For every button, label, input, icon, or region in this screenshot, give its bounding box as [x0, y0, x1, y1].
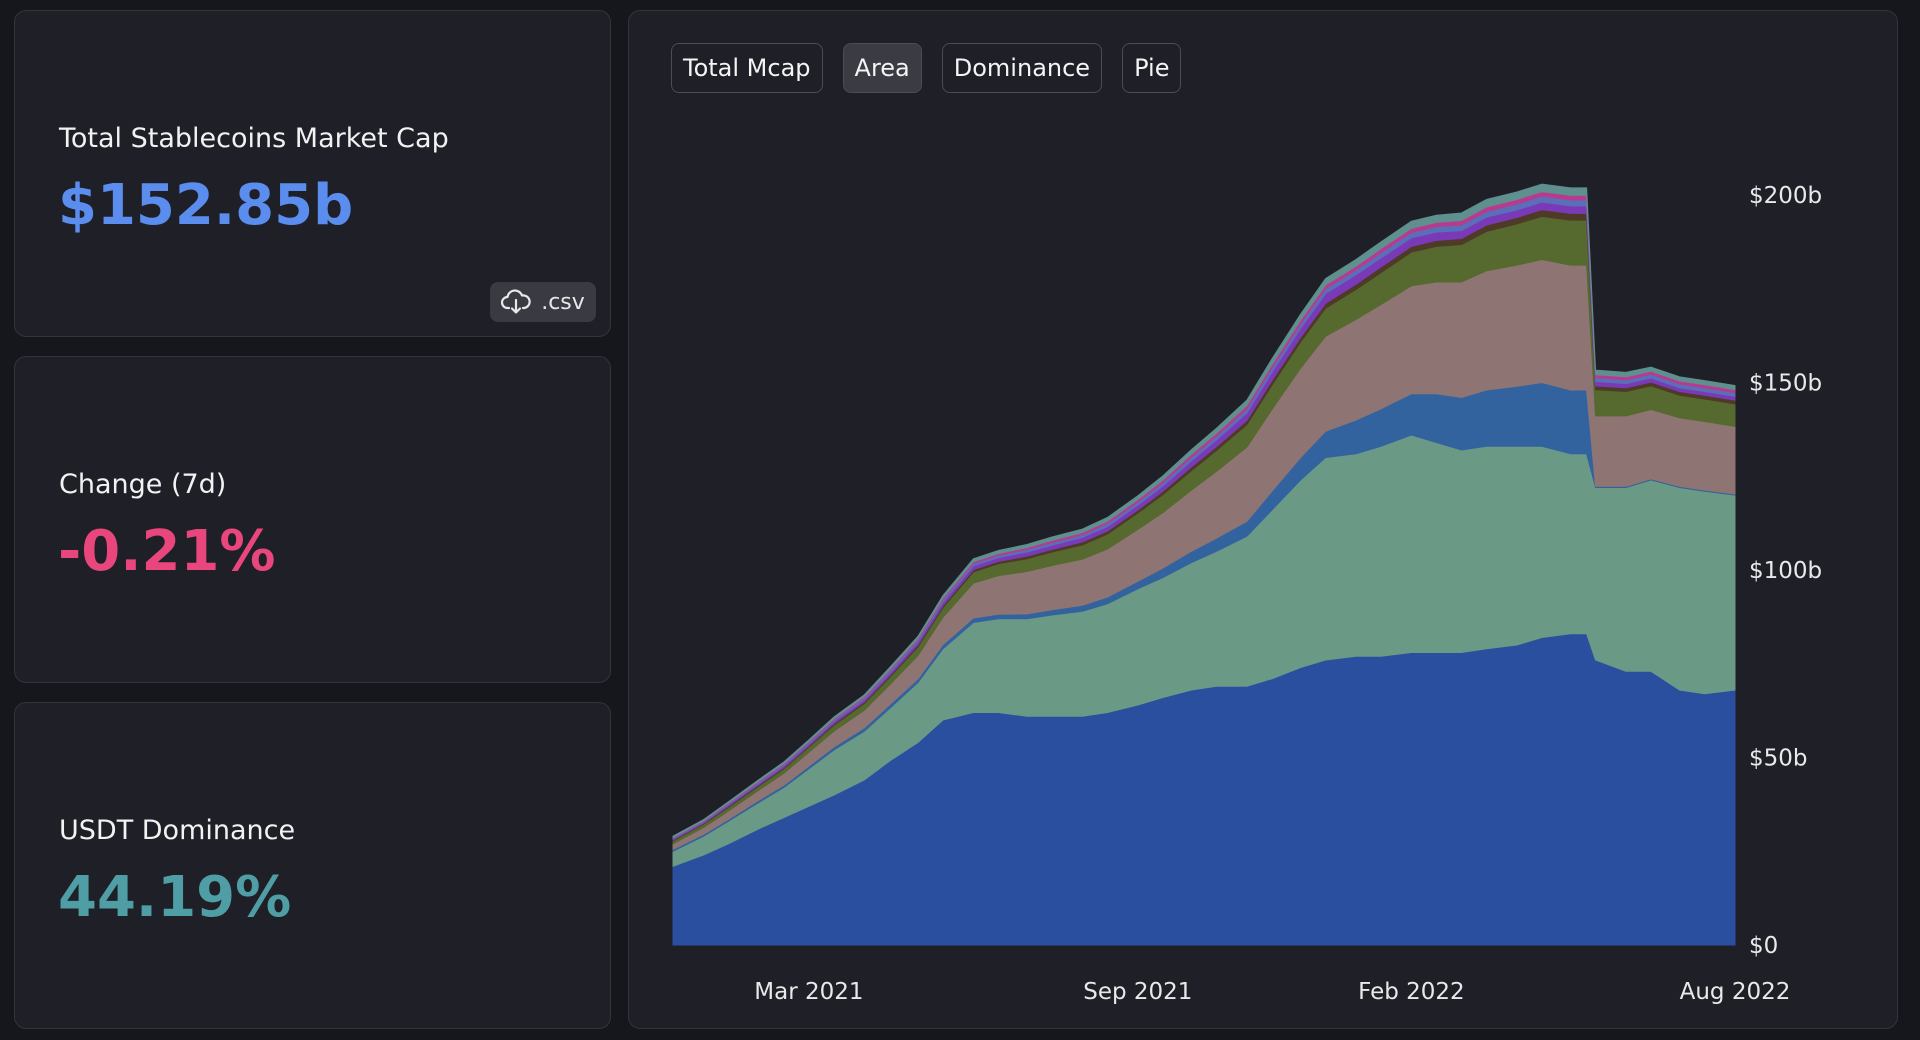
market-cap-card: Total Stablecoins Market Cap $152.85b .c… [14, 10, 611, 337]
chart-card: Total Mcap Area Dominance Pie $0 $50b $100… [628, 10, 1898, 1029]
chart-view-tabs: Total Mcap Area Dominance Pie [671, 43, 1182, 93]
csv-button-label: .csv [541, 289, 585, 315]
y-tick-label: $0 [1749, 933, 1778, 959]
change-value: -0.21% [58, 519, 276, 584]
download-csv-button[interactable]: .csv [490, 282, 596, 322]
x-tick-label: Sep 2021 [1083, 979, 1192, 1005]
dominance-card: USDT Dominance 44.19% [14, 702, 611, 1029]
cloud-download-icon [501, 289, 531, 315]
change-card: Change (7d) -0.21% [14, 356, 611, 683]
x-tick-label: Feb 2022 [1358, 979, 1465, 1005]
tab-area[interactable]: Area [842, 43, 922, 93]
market-cap-label: Total Stablecoins Market Cap [59, 123, 449, 154]
dominance-value: 44.19% [58, 865, 292, 930]
change-label: Change (7d) [59, 469, 227, 500]
x-tick-label: Mar 2021 [754, 979, 863, 1005]
tab-total-mcap[interactable]: Total Mcap [671, 43, 823, 93]
y-tick-label: $100b [1749, 558, 1822, 584]
tab-pie[interactable]: Pie [1122, 43, 1182, 93]
tab-dominance[interactable]: Dominance [941, 43, 1103, 93]
area-series-9 [672, 183, 1736, 839]
stacked-area-chart: $0 $50b $100b $150b $200b Mar 2021 Sep 2021 Feb… [672, 183, 1822, 1005]
market-cap-value: $152.85b [58, 173, 354, 238]
y-tick-label: $150b [1749, 371, 1822, 397]
dominance-label: USDT Dominance [59, 815, 296, 846]
x-tick-label: Aug 2022 [1680, 979, 1791, 1005]
y-tick-label: $50b [1749, 746, 1808, 772]
y-tick-label: $200b [1749, 183, 1822, 209]
